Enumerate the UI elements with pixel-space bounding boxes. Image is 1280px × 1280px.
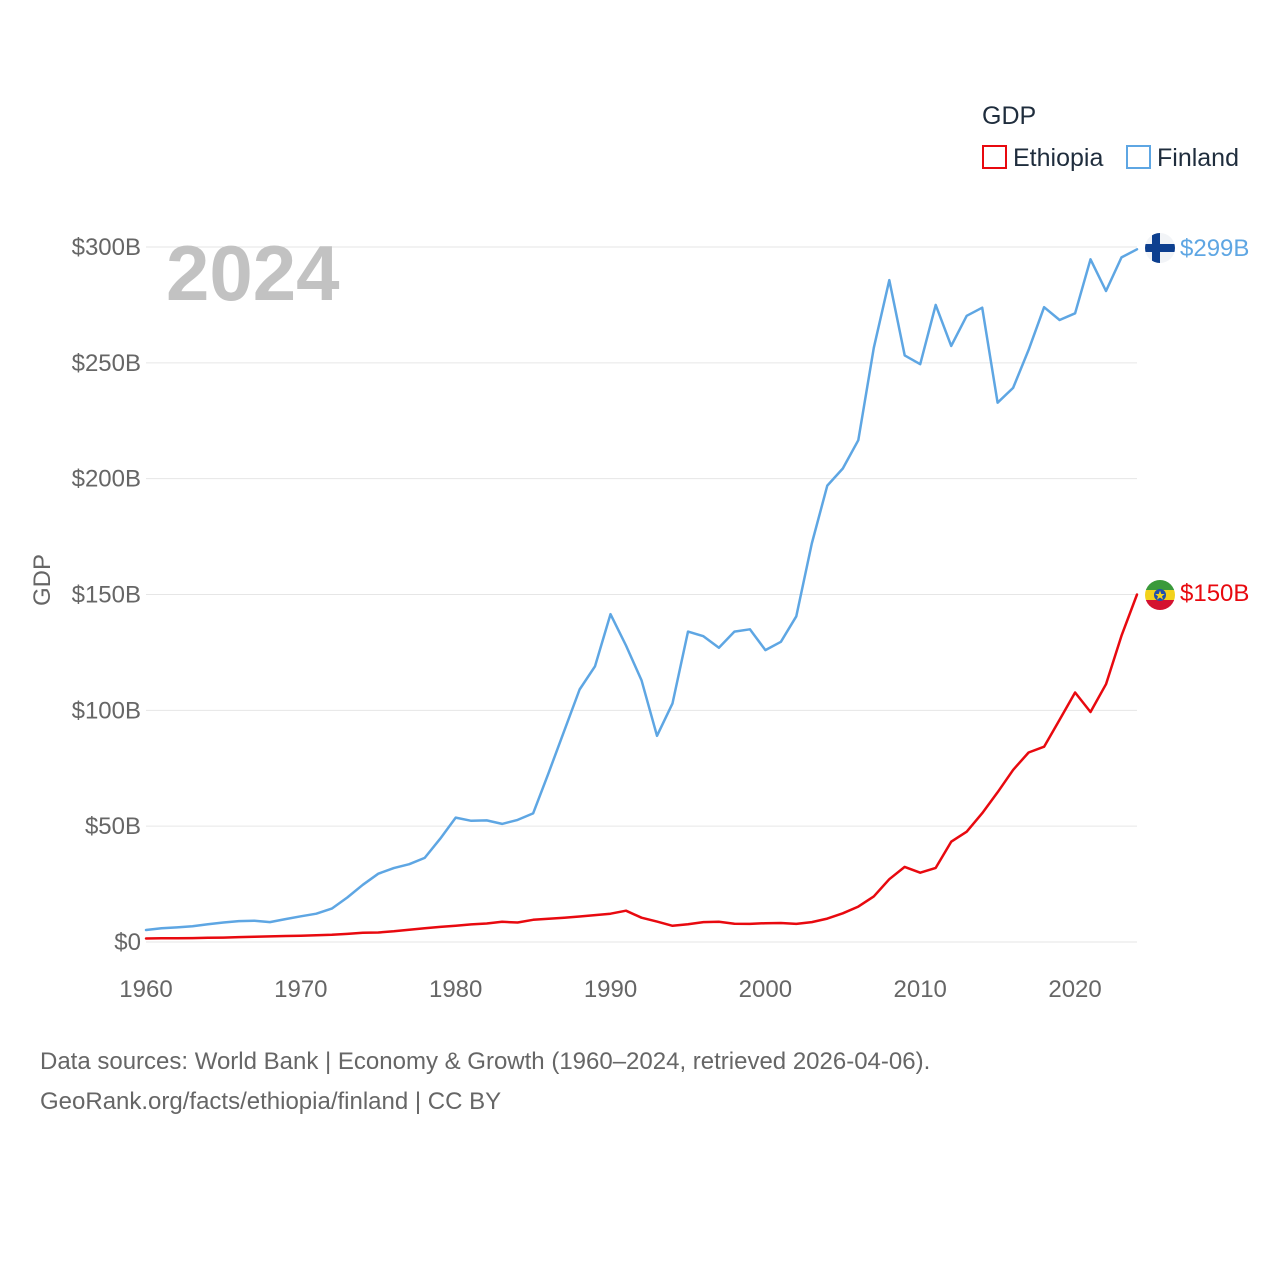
- y-tick-label: $300B: [72, 234, 141, 261]
- legend-title: GDP: [982, 102, 1036, 130]
- grid-lines: [146, 246, 1137, 943]
- finland-flag-icon: [1145, 233, 1175, 263]
- y-axis: $0 $50B $100B $150B $200B $250B $300B: [72, 234, 141, 956]
- legend-item-ethiopia[interactable]: Ethiopia: [982, 144, 1103, 172]
- footer: Data sources: World Bank | Economy & Gro…: [40, 1042, 930, 1122]
- x-tick-label: 1960: [119, 976, 172, 1003]
- x-tick-label: 2010: [894, 976, 947, 1003]
- y-axis-title: GDP: [29, 554, 56, 606]
- series-lines: [144, 248, 1139, 940]
- y-tick-label: $200B: [72, 466, 141, 493]
- footer-sources: Data sources: World Bank | Economy & Gro…: [40, 1048, 931, 1075]
- legend: GDP Ethiopia Finland: [982, 102, 1239, 172]
- end-label-finland: $299B: [1180, 235, 1249, 262]
- year-label: 2024: [166, 229, 340, 317]
- x-tick-label: 1980: [429, 976, 482, 1003]
- series-line-ethiopia: [144, 593, 1139, 940]
- y-tick-label: $0: [114, 929, 141, 956]
- x-tick-label: 2000: [739, 976, 792, 1003]
- legend-swatch-ethiopia: [982, 145, 1007, 169]
- footer-link: GeoRank.org/facts/ethiopia/finland | CC …: [40, 1088, 502, 1115]
- ethiopia-flag-icon: [1145, 580, 1175, 610]
- series-end-markers: [1145, 233, 1175, 610]
- legend-item-finland[interactable]: Finland: [1126, 144, 1239, 172]
- x-tick-label: 1990: [584, 976, 637, 1003]
- series-line-finland: [144, 248, 1139, 932]
- legend-label-ethiopia: Ethiopia: [1013, 144, 1103, 172]
- x-axis: 1960 1970 1980 1990 2000 2010 2020: [119, 976, 1101, 1003]
- x-tick-label: 1970: [274, 976, 327, 1003]
- y-tick-label: $100B: [72, 697, 141, 724]
- x-tick-label: 2020: [1048, 976, 1101, 1003]
- legend-swatch-finland: [1126, 145, 1151, 169]
- y-tick-label: $250B: [72, 350, 141, 377]
- legend-label-finland: Finland: [1157, 144, 1239, 172]
- end-label-ethiopia: $150B: [1180, 580, 1249, 607]
- y-tick-label: $50B: [85, 813, 141, 840]
- y-tick-label: $150B: [72, 582, 141, 609]
